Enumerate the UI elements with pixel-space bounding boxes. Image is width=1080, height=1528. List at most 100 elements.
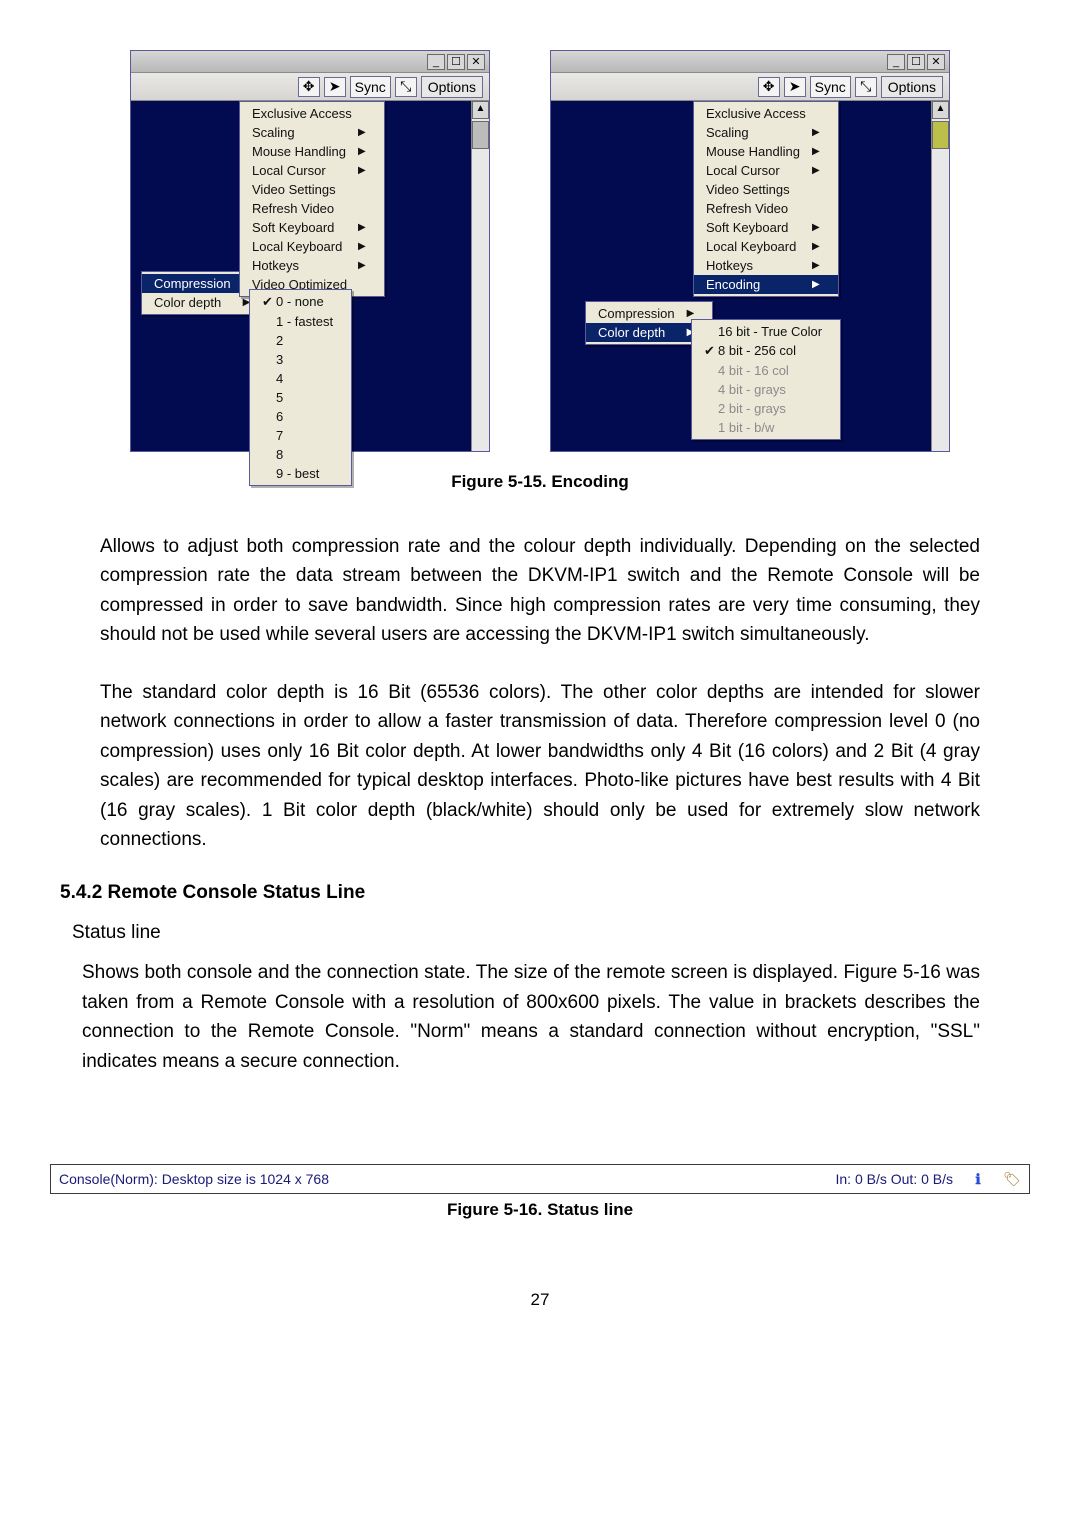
menu-label: 8 bit - 256 col [718,343,796,358]
arrow-icon[interactable]: ➤ [784,77,806,97]
maximize-icon[interactable]: ☐ [447,54,465,70]
menu-item[interactable]: Local Keyboard▶ [240,237,384,256]
menu-item[interactable]: Mouse Handling▶ [240,142,384,161]
cursor-icon[interactable]: ⤡ [855,77,877,97]
chevron-right-icon: ▶ [812,165,820,176]
scroll-thumb[interactable] [932,121,949,149]
menu-label: Hotkeys [252,258,299,273]
options-button[interactable]: Options [421,76,483,98]
menu-item[interactable]: Exclusive Access [240,104,384,123]
menu-item[interactable]: Local Cursor ▶ [240,161,384,180]
minimize-icon[interactable]: _ [887,54,905,70]
menu-item[interactable]: Soft Keyboard▶ [694,218,838,237]
menu-item[interactable]: Scaling ▶ [694,123,838,142]
menu-item[interactable]: Hotkeys ▶ [240,256,384,275]
color-depth-item: 4 bit - grays [692,380,840,399]
menu-label: Video Settings [706,182,790,197]
tag-icon: 🏷 [1003,1170,1021,1188]
chevron-right-icon: ▶ [358,127,366,138]
menu-item[interactable]: Video Settings [694,180,838,199]
compression-level[interactable]: 3 [250,350,351,369]
compression-level[interactable]: 4 [250,369,351,388]
sub-heading: Status line [72,922,980,944]
menu-label: 4 [276,371,283,386]
compression-level[interactable]: 1 - fastest [250,312,351,331]
chevron-right-icon: ▶ [358,241,366,252]
check-icon: ✔ [262,294,272,310]
menu-item[interactable]: Local Cursor▶ [694,161,838,180]
paragraph: The standard color depth is 16 Bit (6553… [100,678,980,855]
move-icon[interactable]: ✥ [298,77,320,97]
compression-level[interactable]: 9 - best [250,464,351,483]
compression-level[interactable]: 2 [250,331,351,350]
menu-label: Refresh Video [252,201,334,216]
menu-item[interactable]: Refresh Video [694,199,838,218]
toolbar: ✥ ➤ Sync ⤡ Options [131,73,489,101]
compression-level[interactable]: 5 [250,388,351,407]
menu-label: Mouse Handling [706,144,800,159]
section-heading: 5.4.2 Remote Console Status Line [60,882,980,904]
color-depth-item: 1 bit - b/w [692,418,840,437]
color-depth-panel: 16 bit - True Color ✔8 bit - 256 col 4 b… [691,319,841,440]
menu-label: 5 [276,390,283,405]
compression-level[interactable]: ✔ 0 - none [250,292,351,312]
sync-button[interactable]: Sync [350,76,391,98]
status-left: Console(Norm): Desktop size is 1024 x 76… [59,1171,329,1187]
menu-item[interactable]: Soft Keyboard▶ [240,218,384,237]
figure-caption: Figure 5-15. Encoding [100,472,980,492]
menu-label: Scaling [706,125,749,140]
menu-item-encoding[interactable]: Encoding▶ [694,275,838,294]
menu-label: Hotkeys [706,258,753,273]
menu-label: 7 [276,428,283,443]
menu-label: Refresh Video [706,201,788,216]
compression-level[interactable]: 8 [250,445,351,464]
cursor-icon[interactable]: ⤡ [395,77,417,97]
color-depth-item[interactable]: ✔8 bit - 256 col [692,341,840,361]
info-icon: ℹ [969,1170,987,1188]
color-depth-item[interactable]: 16 bit - True Color [692,322,840,341]
compression-level[interactable]: 6 [250,407,351,426]
scrollbar[interactable]: ▲ [931,101,949,451]
scroll-up-icon[interactable]: ▲ [932,101,949,119]
options-button[interactable]: Options [881,76,943,98]
toolbar: ✥ ➤ Sync ⤡ Options [551,73,949,101]
menu-item[interactable]: Hotkeys ▶ [694,256,838,275]
menu-label: Encoding [706,277,760,292]
menu-label: 1 bit - b/w [718,420,774,435]
figure-5-15: _ ☐ ✕ ✥ ➤ Sync ⤡ Options Compression ▶ [100,50,980,452]
page-number: 27 [0,1290,1080,1310]
close-icon[interactable]: ✕ [927,54,945,70]
chevron-right-icon: ▶ [358,260,366,271]
menu-label: 3 [276,352,283,367]
chevron-right-icon: ▶ [812,127,820,138]
menu-item[interactable]: Mouse Handling▶ [694,142,838,161]
menu-label: Local Cursor [252,163,326,178]
chevron-right-icon: ▶ [358,165,366,176]
minimize-icon[interactable]: _ [427,54,445,70]
move-icon[interactable]: ✥ [758,77,780,97]
maximize-icon[interactable]: ☐ [907,54,925,70]
close-icon[interactable]: ✕ [467,54,485,70]
menu-item[interactable]: Video Settings [240,180,384,199]
menu-item[interactable]: Scaling▶ [240,123,384,142]
menu-item[interactable]: Refresh Video [240,199,384,218]
menu-label: Local Keyboard [706,239,796,254]
menu-label: 4 bit - grays [718,382,786,397]
arrow-icon[interactable]: ➤ [324,77,346,97]
menu-item[interactable]: Local Keyboard▶ [694,237,838,256]
chevron-right-icon: ▶ [812,260,820,271]
chevron-right-icon: ▶ [687,308,695,319]
right-window: _ ☐ ✕ ✥ ➤ Sync ⤡ Options Exclusive Acces… [550,50,950,452]
color-depth-item: 2 bit - grays [692,399,840,418]
status-right: In: 0 B/s Out: 0 B/s [836,1171,954,1187]
scrollbar[interactable]: ▲ [471,101,489,451]
menu-label: Compression [154,276,231,291]
compression-level[interactable]: 7 [250,426,351,445]
menu-label: Exclusive Access [706,106,806,121]
menu-item[interactable]: Exclusive Access [694,104,838,123]
sync-button[interactable]: Sync [810,76,851,98]
menu-label: 0 - none [276,294,324,309]
scroll-thumb[interactable] [472,121,489,149]
scroll-up-icon[interactable]: ▲ [472,101,489,119]
left-window: _ ☐ ✕ ✥ ➤ Sync ⤡ Options Compression ▶ [130,50,490,452]
